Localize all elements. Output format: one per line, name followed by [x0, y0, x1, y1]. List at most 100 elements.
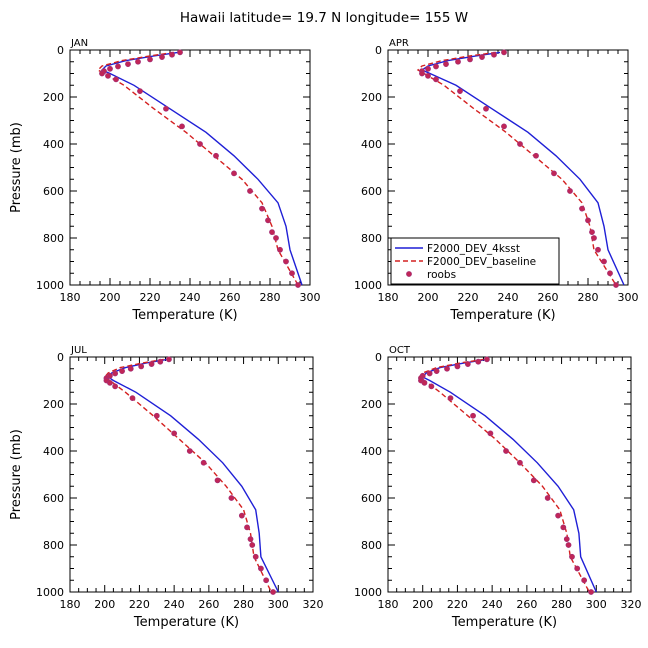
roobs-point [533, 152, 539, 159]
roobs-point [157, 358, 164, 365]
roobs-point [214, 477, 221, 484]
roobs-point [277, 246, 283, 253]
panel-title: JAN [70, 38, 88, 49]
roobs-point [105, 72, 111, 79]
x-tick-label: 180 [378, 598, 399, 611]
roobs-point [560, 524, 567, 531]
roobs-point [613, 282, 619, 288]
x-axis-title: Temperature (K) [133, 615, 239, 630]
roobs-point [197, 141, 203, 147]
roobs-point [595, 246, 601, 253]
y-tick-label: 800 [361, 232, 382, 245]
roobs-point [454, 363, 461, 370]
legend-label: roobs [427, 269, 456, 281]
roobs-point [591, 235, 597, 241]
x-tick-label: 200 [412, 598, 433, 611]
roobs-point [99, 70, 105, 77]
panel-title: JUL [70, 345, 87, 356]
roobs-point [177, 49, 183, 56]
y-tick-label: 0 [57, 351, 64, 364]
roobs-point [501, 123, 507, 130]
roobs-point [491, 51, 497, 58]
roobs-point [289, 270, 295, 277]
roobs-point [601, 258, 607, 265]
x-tick-label: 300 [268, 598, 289, 611]
x-tick-label: 200 [94, 598, 115, 611]
figure-title: Hawaii latitude= 19.7 N longitude= 155 W [180, 10, 468, 26]
x-axis-title: Temperature (K) [449, 308, 555, 323]
y-tick-label: 400 [43, 445, 64, 458]
roobs-point [247, 188, 253, 194]
x-tick-label: 280 [233, 598, 254, 611]
roobs-point [503, 448, 509, 454]
roobs-point [153, 412, 160, 419]
x-tick-label: 260 [516, 598, 537, 611]
panels: 180 200 220 240 260 280 300 0 200 400 600 800 1000 JA… [9, 38, 642, 630]
x-tick-label: 220 [140, 291, 161, 304]
line-4ksst [100, 51, 303, 286]
roobs-point [138, 363, 145, 370]
plot-frame [69, 356, 314, 593]
x-tick-label: 180 [378, 291, 399, 304]
roobs-point [426, 370, 433, 377]
roobs-point [228, 495, 235, 501]
roobs-point [487, 430, 494, 437]
roobs-point [484, 356, 490, 363]
panel-title: APR [389, 38, 409, 49]
x-tick-label: 220 [129, 598, 150, 611]
plot-frame [387, 356, 632, 593]
roobs-point [169, 51, 175, 58]
roobs-point [447, 395, 454, 402]
roobs-point [530, 477, 537, 484]
roobs-point [295, 282, 301, 288]
roobs-point [479, 54, 485, 60]
y-axis-title: Pressure (mb) [9, 122, 24, 213]
x-tick-label: 240 [180, 291, 201, 304]
y-tick-label: 200 [43, 398, 64, 411]
roobs-point [444, 365, 450, 372]
roobs-point [263, 577, 270, 584]
roobs-point [258, 565, 264, 572]
y-tick-label: 600 [361, 185, 382, 198]
roobs-point [517, 459, 523, 466]
roobs-point [467, 56, 473, 63]
roobs-point [455, 58, 461, 65]
roobs-point [127, 365, 134, 372]
y-tick-label: 1000 [36, 586, 64, 599]
roobs-point [483, 105, 489, 112]
roobs-point [231, 170, 237, 177]
x-tick-label: 280 [551, 598, 572, 611]
x-tick-label: 200 [418, 291, 439, 304]
x-tick-label: 300 [300, 291, 321, 304]
roobs-point [457, 88, 463, 95]
roobs-point [501, 49, 507, 56]
roobs-point [470, 412, 476, 419]
y-tick-label: 0 [375, 44, 382, 57]
legend-roobs-marker [406, 271, 412, 277]
roobs-point [589, 229, 595, 236]
x-axis-title: Temperature (K) [451, 615, 557, 630]
roobs-point [443, 61, 449, 67]
x-tick-label: 200 [100, 291, 121, 304]
x-tick-label: 320 [303, 598, 324, 611]
line-baseline [418, 358, 590, 593]
roobs-point [273, 235, 279, 241]
x-tick-label: 180 [60, 291, 81, 304]
roobs-point [581, 577, 588, 584]
roobs-point [551, 170, 557, 177]
x-tick-label: 300 [586, 598, 607, 611]
roobs-point [135, 58, 141, 65]
chart-panel-apr: 180 200 220 240 260 280 300 0 200 400 600 800 1000 AP… [354, 38, 639, 323]
roobs-point [171, 430, 178, 437]
y-tick-label: 0 [375, 351, 382, 364]
roobs-point [159, 54, 165, 60]
roobs-point [517, 141, 523, 147]
roobs-point [186, 448, 193, 454]
roobs-point [107, 379, 113, 386]
x-tick-label: 220 [458, 291, 479, 304]
roobs-point [115, 63, 121, 70]
roobs-point [425, 72, 431, 79]
roobs-point [112, 383, 119, 390]
